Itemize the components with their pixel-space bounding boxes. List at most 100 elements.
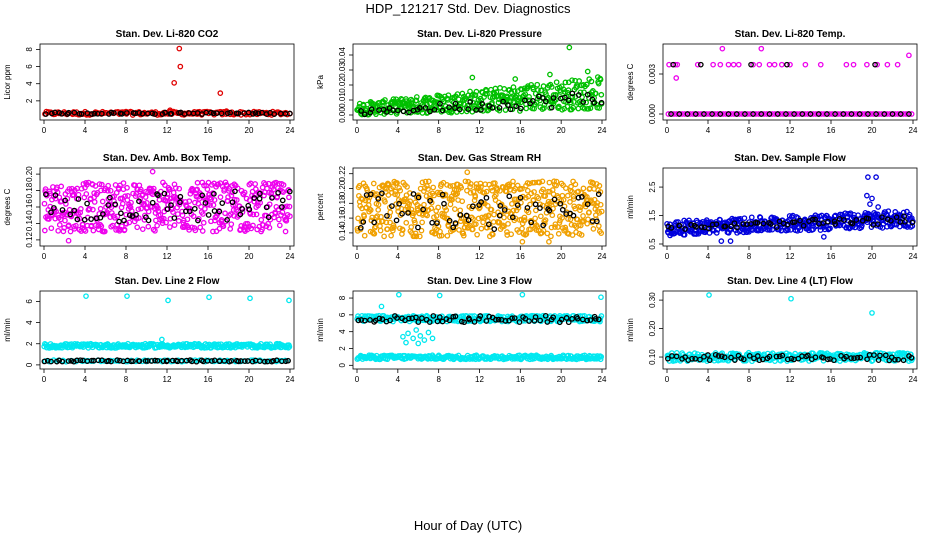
data-point <box>279 209 286 216</box>
data-point <box>390 183 396 190</box>
data-point <box>673 219 679 225</box>
data-point <box>419 219 426 226</box>
data-point <box>185 224 192 231</box>
x-tick-label: 0 <box>665 126 670 135</box>
data-point <box>568 183 574 190</box>
x-tick-label: 24 <box>286 375 295 384</box>
data-point <box>585 216 591 223</box>
data-point <box>793 111 800 117</box>
data-point <box>210 202 217 208</box>
reference-point <box>477 313 484 319</box>
data-point <box>739 111 746 117</box>
reference-point <box>779 352 786 359</box>
data-point <box>90 227 97 234</box>
reference-point <box>799 111 806 117</box>
y-tick-label: 0.10 <box>648 349 657 365</box>
reference-point <box>569 90 576 97</box>
reference-point <box>136 198 142 205</box>
reference-point <box>471 319 478 325</box>
data-point <box>485 212 492 219</box>
reference-point <box>105 202 112 208</box>
x-tick-label: 12 <box>786 252 795 261</box>
data-point <box>134 224 141 231</box>
reference-point <box>211 190 217 197</box>
reference-point <box>111 110 117 116</box>
panel-title: Stan. Dev. Li-820 CO2 <box>116 29 219 40</box>
data-point <box>65 222 72 229</box>
reference-point <box>43 191 49 198</box>
x-tick-label: 8 <box>747 126 752 135</box>
data-point <box>497 187 503 194</box>
data-point <box>496 219 503 226</box>
x-tick-label: 4 <box>706 375 711 384</box>
reference-point <box>446 317 453 324</box>
data-point <box>686 351 693 358</box>
data-point <box>120 180 127 186</box>
data-point <box>694 61 701 68</box>
data-point <box>525 193 532 200</box>
data-point <box>766 227 773 233</box>
reference-point <box>446 104 452 111</box>
reference-point <box>758 111 765 117</box>
reference-point <box>740 356 747 363</box>
data-point <box>834 111 841 117</box>
reference-point <box>697 61 704 68</box>
data-point <box>391 224 397 231</box>
data-point <box>597 356 604 363</box>
reference-point <box>854 354 861 361</box>
reference-point <box>511 315 518 321</box>
data-point <box>772 111 778 117</box>
reference-point <box>864 356 870 363</box>
data-point <box>537 213 544 220</box>
y-tick-label: 0.20 <box>648 320 657 336</box>
reference-point <box>895 356 901 363</box>
data-point <box>252 181 259 187</box>
x-tick-label: 16 <box>827 252 836 261</box>
data-point <box>221 186 228 192</box>
data-point <box>150 185 157 192</box>
data-point <box>99 198 106 205</box>
data-point <box>41 200 48 207</box>
reference-point <box>831 357 837 364</box>
reference-point <box>551 196 558 203</box>
reference-point <box>584 201 591 208</box>
reference-point <box>491 226 498 233</box>
reference-point <box>692 111 699 117</box>
data-point <box>480 219 486 226</box>
reference-point <box>733 111 740 117</box>
x-tick-label: 16 <box>516 252 525 261</box>
reference-point <box>668 225 675 231</box>
data-point <box>875 111 882 117</box>
y-tick-label: 8 <box>25 47 34 52</box>
data-point <box>588 197 594 204</box>
data-point <box>845 111 852 117</box>
x-tick-label: 24 <box>286 252 295 261</box>
reference-point <box>117 357 123 364</box>
reference-point <box>766 353 773 360</box>
data-point <box>419 179 426 186</box>
data-point <box>186 198 193 205</box>
data-point <box>383 219 390 226</box>
reference-point <box>544 319 551 325</box>
x-tick-label: 8 <box>124 252 129 261</box>
data-point <box>590 226 597 232</box>
reference-point <box>91 110 98 117</box>
reference-point <box>379 190 385 197</box>
data-point <box>98 223 105 230</box>
reference-point <box>361 111 368 118</box>
reference-point <box>250 111 256 117</box>
data-point <box>722 111 729 117</box>
reference-point <box>542 98 549 105</box>
data-point <box>413 327 420 333</box>
data-point <box>207 202 213 208</box>
data-point <box>541 105 547 111</box>
reference-point <box>871 352 877 358</box>
x-tick-label: 0 <box>665 252 670 261</box>
x-tick-label: 12 <box>786 126 795 135</box>
reference-point <box>224 110 231 117</box>
data-point <box>578 232 585 238</box>
data-point <box>535 87 541 93</box>
data-point <box>567 199 573 205</box>
data-point <box>869 310 875 316</box>
